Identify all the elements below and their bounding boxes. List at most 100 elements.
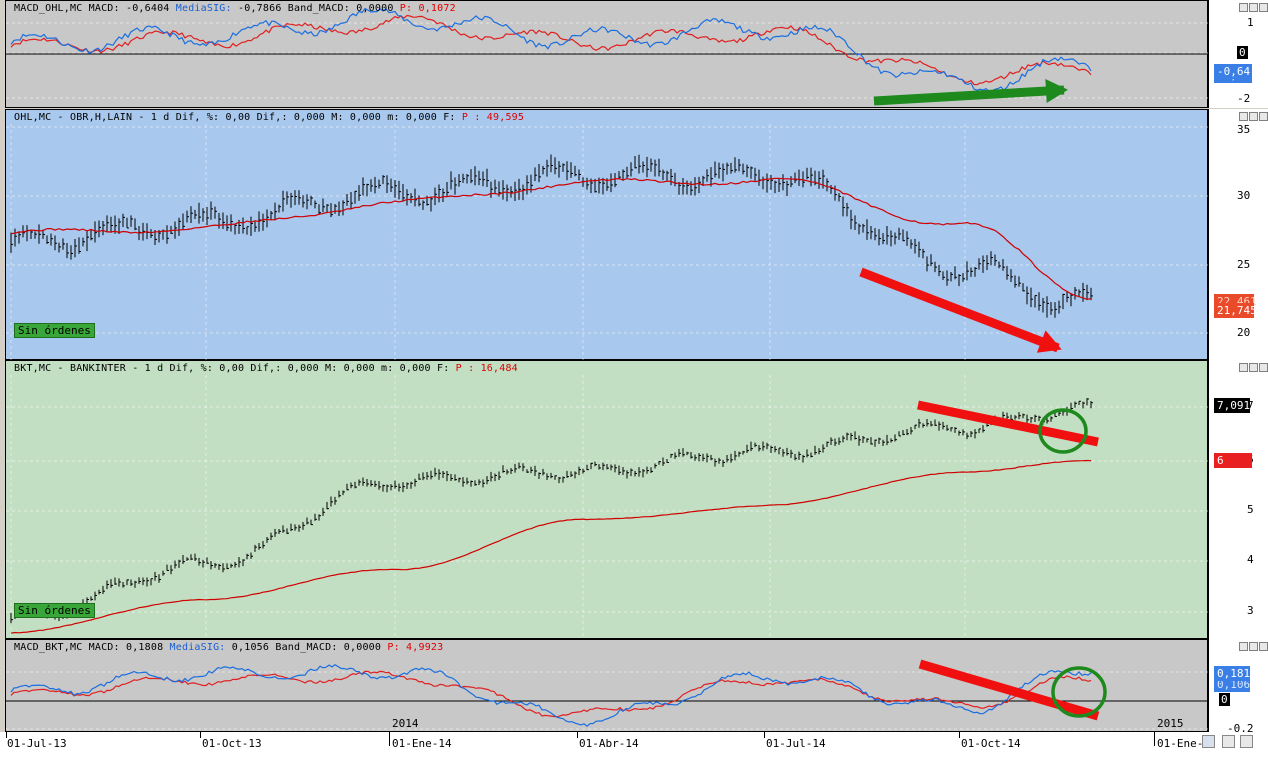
date-tick	[577, 732, 578, 738]
ohl-tick: 35	[1237, 123, 1251, 136]
bkt-no-orders-badge[interactable]: Sin órdenes	[14, 603, 95, 618]
macd-ohl-p-value: 0,1072	[418, 3, 456, 14]
ohl-header: OHL,MC - OBR,H,LAIN - 1 d Dif, %: 0,00 D…	[14, 112, 524, 123]
bkt-plot[interactable]: BKT,MC - BANKINTER - 1 d Dif, %: 0,00 Di…	[5, 360, 1209, 639]
macd-bkt-signal-value: 0,1056	[231, 642, 270, 653]
ohl-plot[interactable]: OHL,MC - OBR,H,LAIN - 1 d Dif, %: 0,00 D…	[5, 109, 1209, 360]
macd-ohl-band-label: Band_MACD:	[287, 3, 350, 14]
restore-icon[interactable]	[1249, 3, 1258, 12]
macd-bkt-signal-label: MediaSIG:	[169, 642, 226, 653]
min-icon[interactable]	[1239, 642, 1248, 651]
macd-bkt-value: 0,1808	[125, 642, 164, 653]
macd-ohl-axis: 1 0 -2	[1208, 0, 1268, 108]
date-label: 01-Oct-14	[961, 737, 1021, 750]
close-icon[interactable]	[1259, 3, 1268, 12]
date-tick	[6, 732, 7, 738]
bkt-label: BKT,MC - BANKINTER - 1 d Dif, %: 0,00 Di…	[14, 363, 450, 374]
date-label: 01-Oct-13	[202, 737, 262, 750]
macd-ohl-plot[interactable]: MACD_OHL,MC MACD: -0,6404 MediaSIG: -0,7…	[5, 0, 1209, 108]
bkt-tick: 7	[1247, 399, 1254, 412]
macd-bkt-svg	[6, 659, 1209, 730]
bkt-panel: BKT,MC - BANKINTER - 1 d Dif, %: 0,00 Di…	[0, 360, 1268, 639]
ohl-p-value: 49,595	[486, 112, 525, 123]
bkt-svg	[6, 375, 1209, 639]
date-axis: 2014 2015 01-Jul-13 01-Oct-13 01-Ene-14 …	[0, 717, 1268, 759]
ohl-tick: 20	[1237, 326, 1251, 339]
red-trendline	[917, 400, 1099, 447]
moving-average-line	[10, 177, 1092, 301]
macd-ohl-p-label: P:	[399, 3, 413, 14]
date-tick	[764, 732, 765, 738]
ohl-axis: 35 30 25 20	[1208, 109, 1268, 360]
bkt-ma-tag: 6	[1214, 453, 1252, 468]
macd-ohl-signal-value: -0,7866	[238, 3, 282, 14]
min-icon[interactable]	[1239, 3, 1248, 12]
year-label: 2015	[1157, 717, 1184, 730]
macd-bkt-p-value: 4,9923	[406, 642, 444, 653]
signal-line	[10, 14, 1092, 86]
macd-bkt-header: MACD_BKT,MC MACD: 0,1808 MediaSIG: 0,105…	[14, 642, 443, 653]
ohl-tick: 25	[1237, 258, 1251, 271]
year-label: 2014	[392, 717, 419, 730]
macd-ohl-tick: 0	[1237, 46, 1248, 59]
macd-ohl-tick: 1	[1247, 16, 1254, 29]
bkt-p-value: 16,484	[480, 363, 518, 374]
min-icon[interactable]	[1239, 112, 1248, 121]
bkt-header: BKT,MC - BANKINTER - 1 d Dif, %: 0,00 Di…	[14, 363, 518, 374]
close-icon[interactable]	[1259, 642, 1268, 651]
green-circle	[1051, 666, 1107, 718]
bkt-price-tag: 7,091	[1214, 398, 1250, 413]
date-tick	[200, 732, 201, 738]
window-icon[interactable]	[1222, 735, 1235, 748]
macd-bkt-macd-tag: 0,181	[1214, 666, 1250, 681]
macd-ohl-band-value: 0,0000	[356, 3, 394, 14]
macd-bkt-tick: 0	[1219, 693, 1230, 706]
bkt-tick: 5	[1247, 503, 1254, 516]
min-icon[interactable]	[1239, 363, 1248, 372]
macd-ohl-svg	[6, 7, 1209, 106]
restore-icon[interactable]	[1249, 642, 1258, 651]
green-circle	[1038, 408, 1088, 454]
ohl-tick: 30	[1237, 189, 1251, 202]
green-arrow	[873, 85, 1065, 106]
macd-bkt-tick: -0,2	[1227, 722, 1254, 732]
ohl-no-orders-badge[interactable]: Sin órdenes	[14, 323, 95, 338]
ohl-p-label: P :	[461, 112, 481, 123]
date-label: 01-Ene-14	[392, 737, 452, 750]
ohl-price-tag: 21,745	[1214, 303, 1257, 318]
red-arrow	[859, 267, 1060, 353]
ohl-svg	[6, 124, 1209, 360]
red-arrow-head	[1036, 330, 1062, 353]
macd-ohl-tick: -2	[1237, 92, 1251, 105]
save-icon[interactable]	[1202, 735, 1215, 748]
macd-bkt-p-label: P:	[387, 642, 400, 653]
macd-bkt-plot[interactable]: MACD_BKT,MC MACD: 0,1808 MediaSIG: 0,105…	[5, 639, 1209, 732]
bkt-tick: 3	[1247, 604, 1254, 617]
date-tick	[389, 732, 390, 746]
green-arrow-head	[1045, 79, 1068, 104]
red-trendline	[918, 659, 1100, 721]
macd-bkt-panel: MACD_BKT,MC MACD: 0,1808 MediaSIG: 0,105…	[0, 639, 1268, 732]
macd-ohl-signal-label: MediaSIG:	[175, 3, 232, 14]
macd-ohl-label: MACD_OHL,MC MACD:	[14, 3, 120, 14]
restore-icon[interactable]	[1249, 363, 1258, 372]
signal-line	[10, 670, 1092, 718]
close-icon[interactable]	[1259, 363, 1268, 372]
date-label: 01-Ene-	[1157, 737, 1204, 750]
macd-bkt-band-value: 0,0000	[343, 642, 382, 653]
macd-bkt-label: MACD_BKT,MC MACD:	[14, 642, 120, 653]
macd-ohl-header: MACD_OHL,MC MACD: -0,6404 MediaSIG: -0,7…	[14, 3, 456, 14]
restore-icon[interactable]	[1249, 112, 1258, 121]
moving-average-line	[10, 459, 1092, 634]
scroll-icon[interactable]	[1240, 735, 1253, 748]
year-marker	[1154, 732, 1155, 746]
macd-ohl-value: -0,6404	[125, 3, 170, 14]
macd-bkt-band-label: Band_MACD:	[275, 642, 338, 653]
macd-line	[10, 7, 1092, 92]
bkt-p-label: P :	[455, 363, 475, 374]
ohl-label: OHL,MC - OBR,H,LAIN - 1 d Dif, %: 0,00 D…	[14, 112, 456, 123]
macd-ohl-panel: MACD_OHL,MC MACD: -0,6404 MediaSIG: -0,7…	[0, 0, 1268, 108]
close-icon[interactable]	[1259, 112, 1268, 121]
date-label: 01-Jul-13	[7, 737, 67, 750]
